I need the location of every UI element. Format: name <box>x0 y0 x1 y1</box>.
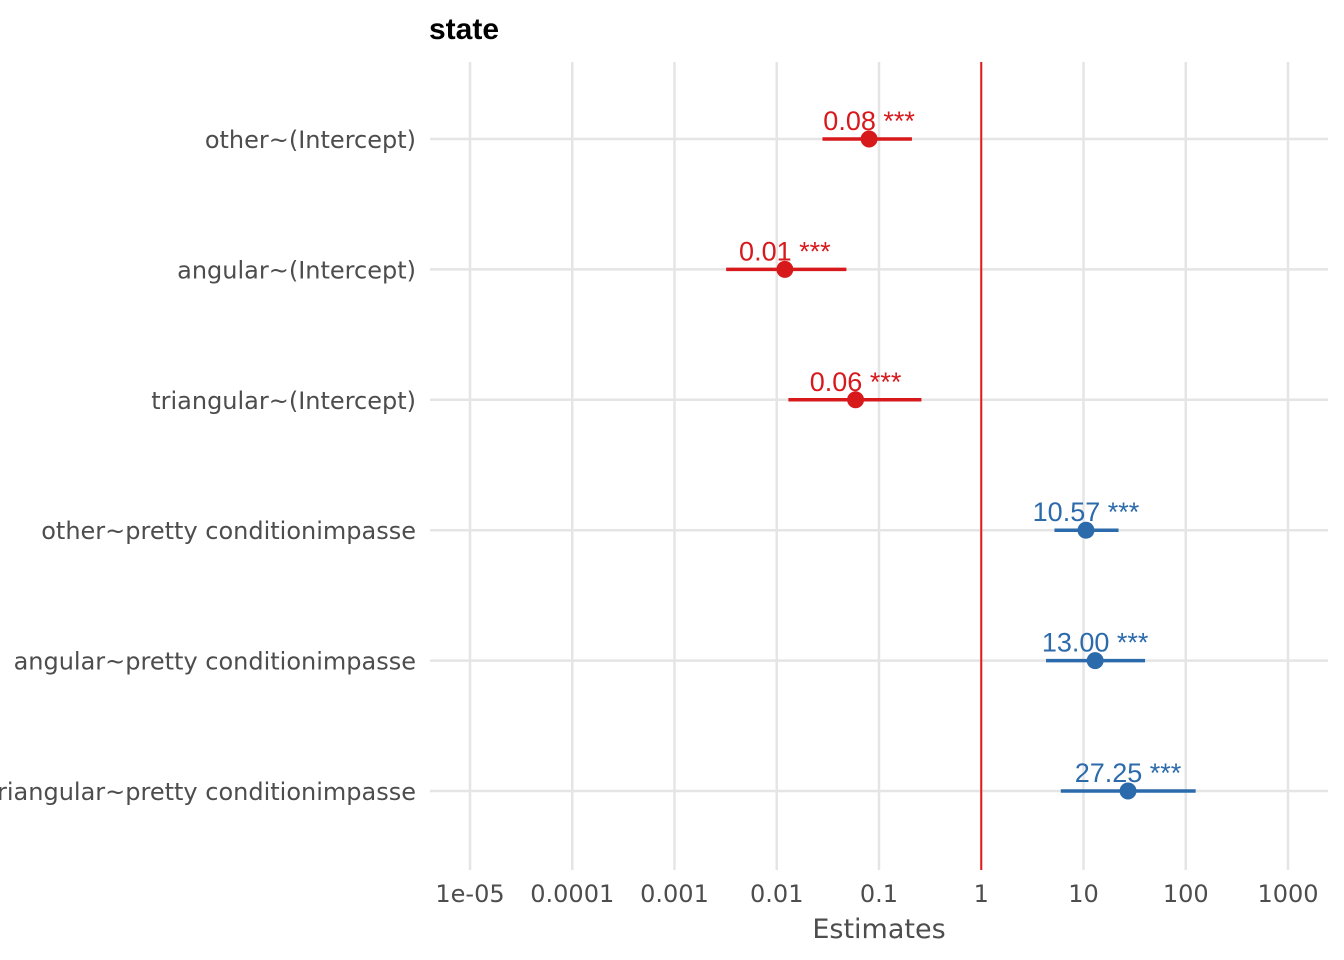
data-label: 10.57 *** <box>1033 497 1140 527</box>
x-tick-labels: 1e-05 0.0001 0.001 0.01 0.1 1 10 100 1000 <box>435 880 1318 908</box>
x-tick-label: 1000 <box>1257 880 1318 908</box>
y-tick-labels: other~(Intercept) angular~(Intercept) tria… <box>0 126 416 806</box>
estimate-point <box>847 391 865 409</box>
x-tick-label: 0.001 <box>640 880 709 908</box>
chart-title: state <box>429 13 499 46</box>
x-tick-label: 100 <box>1163 880 1209 908</box>
y-tick-label: triangular~(Intercept) <box>151 387 416 415</box>
estimate-point <box>860 130 878 148</box>
marks-layer: 0.08 *** 0.01 *** 0.06 *** 10.57 *** 13.00 *… <box>726 106 1196 800</box>
y-tick-label: angular~pretty conditionimpasse <box>14 648 416 676</box>
estimate-point <box>1119 782 1137 800</box>
data-label: 13.00 *** <box>1042 628 1149 658</box>
x-tick-label: 1e-05 <box>435 880 504 908</box>
data-label: 0.06 *** <box>810 367 902 397</box>
data-label: 0.08 *** <box>823 106 915 136</box>
x-tick-label: 10 <box>1068 880 1099 908</box>
x-tick-label: 1 <box>974 880 989 908</box>
data-label: 0.01 *** <box>739 236 831 266</box>
grid-layer <box>430 62 1328 870</box>
y-tick-label: other~pretty conditionimpasse <box>41 517 416 545</box>
x-tick-label: 0.1 <box>860 880 898 908</box>
y-tick-label: angular~(Intercept) <box>177 256 416 284</box>
y-tick-label: triangular~pretty conditionimpasse <box>0 778 416 806</box>
x-axis-title: Estimates <box>812 914 945 945</box>
x-tick-label: 0.01 <box>750 880 803 908</box>
y-tick-label: other~(Intercept) <box>205 126 416 154</box>
estimate-point <box>1077 521 1095 539</box>
x-tick-label: 0.0001 <box>530 880 614 908</box>
estimate-point <box>776 260 794 278</box>
estimate-point <box>1086 652 1104 670</box>
data-label: 27.25 *** <box>1075 758 1182 788</box>
